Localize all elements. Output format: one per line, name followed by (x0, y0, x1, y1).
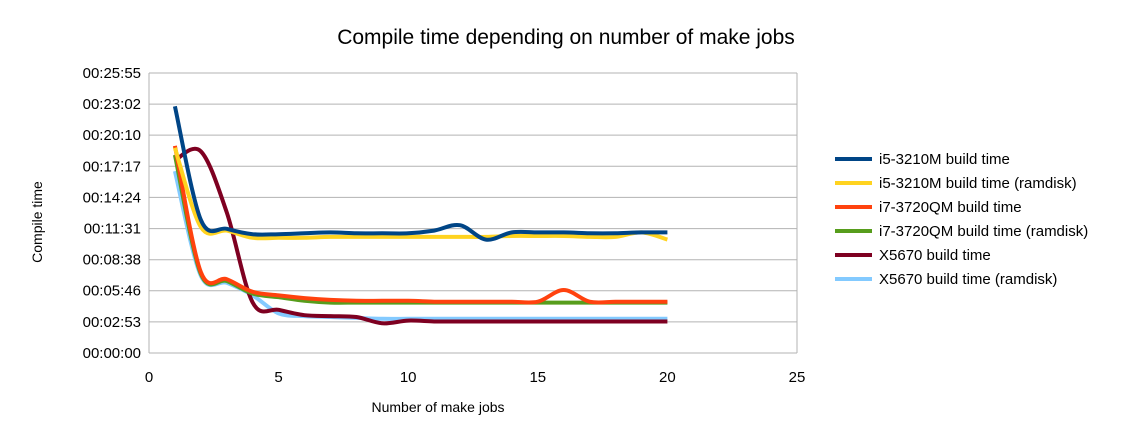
legend-label: i5-3210M build time (ramdisk) (879, 175, 1077, 192)
series-line-4 (173, 146, 668, 326)
y-tick-label: 00:00:00 (83, 345, 141, 362)
y-tick-label: 00:25:55 (83, 65, 141, 82)
chart-title: Compile time depending on number of make… (337, 26, 795, 49)
y-tick-label: 00:17:17 (83, 158, 141, 175)
x-axis-title: Number of make jobs (371, 399, 504, 415)
grid-lines (149, 72, 797, 354)
y-tick-label: 00:05:46 (83, 283, 141, 300)
series-line-0 (172, 105, 668, 242)
legend-label: i5-3210M build time (879, 151, 1010, 168)
x-tick-label: 25 (789, 369, 806, 386)
y-tick-labels: 00:00:00 00:02:53 00:05:46 00:08:38 00:11:31… (83, 65, 141, 362)
x-tick-label: 5 (274, 369, 282, 386)
x-tick-label: 20 (659, 369, 676, 386)
legend-label: X5670 build time (ramdisk) (879, 271, 1057, 288)
x-tick-label: 15 (529, 369, 546, 386)
legend-label: X5670 build time (879, 247, 991, 264)
y-tick-label: 00:23:02 (83, 96, 141, 113)
y-tick-label: 00:08:38 (83, 252, 141, 269)
series-line-1 (172, 147, 668, 242)
x-tick-labels: 0 5 10 15 20 25 (145, 369, 806, 386)
y-tick-label: 00:02:53 (83, 314, 141, 331)
series-lines (172, 105, 668, 326)
axes (148, 73, 798, 353)
x-tick-label: 10 (400, 369, 417, 386)
legend-label: i7-3720QM build time (ramdisk) (879, 223, 1088, 240)
y-axis-title: Compile time (29, 181, 45, 263)
series-line-2 (172, 145, 668, 305)
y-tick-label: 00:20:10 (83, 127, 141, 144)
y-tick-label: 00:14:24 (83, 189, 141, 206)
legend-label: i7-3720QM build time (879, 199, 1022, 216)
x-tick-label: 0 (145, 369, 153, 386)
y-tick-label: 00:11:31 (84, 221, 141, 238)
legend: i5-3210M build time i5-3210M build time (… (835, 151, 1088, 288)
